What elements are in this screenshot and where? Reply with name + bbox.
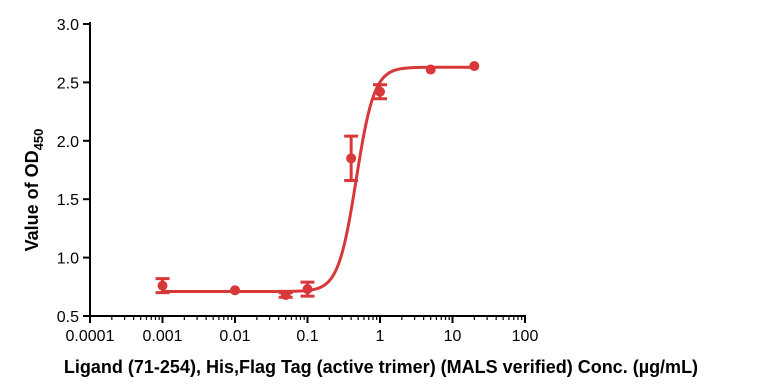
y-tick-label: 2.5 xyxy=(57,75,79,92)
data-point xyxy=(280,289,291,300)
y-tick-label: 2.0 xyxy=(57,134,79,151)
x-tick-label: 0.001 xyxy=(142,328,182,345)
x-tick-label: 100 xyxy=(512,328,539,345)
data-point xyxy=(375,86,385,97)
plot-area: 0.5 1.0 1.5 2.0 2.5 3.0 0.0001 0.001 0.01 0.1 1 10 1… xyxy=(57,17,539,345)
data-point xyxy=(469,61,480,72)
y-tick-label: 1.5 xyxy=(57,192,79,209)
y-axis-title-main: Value of OD xyxy=(22,150,42,251)
data-point xyxy=(230,285,240,296)
data-point xyxy=(425,64,436,75)
fit-curve xyxy=(162,65,475,293)
y-axis-title-subscript: 450 xyxy=(31,129,46,151)
y-tick-label: 0.5 xyxy=(57,309,79,326)
x-axis-title: Ligand (71-254), His,Flag Tag (active tr… xyxy=(64,357,698,377)
x-tick-label: 0.01 xyxy=(219,328,250,345)
x-tick-label: 1 xyxy=(376,328,385,345)
data-point xyxy=(346,153,357,164)
y-tick-label: 1.0 xyxy=(57,251,79,268)
y-tick-label: 3.0 xyxy=(57,17,79,34)
y-axis-title: Value of OD450 xyxy=(22,129,46,252)
x-tick-label: 10 xyxy=(444,328,462,345)
x-tick-label: 0.1 xyxy=(296,328,318,345)
x-tick-label: 0.0001 xyxy=(66,328,115,345)
data-point xyxy=(302,284,313,295)
svg-text:Value of OD450: Value of OD450 xyxy=(22,129,46,252)
data-point xyxy=(157,280,168,291)
